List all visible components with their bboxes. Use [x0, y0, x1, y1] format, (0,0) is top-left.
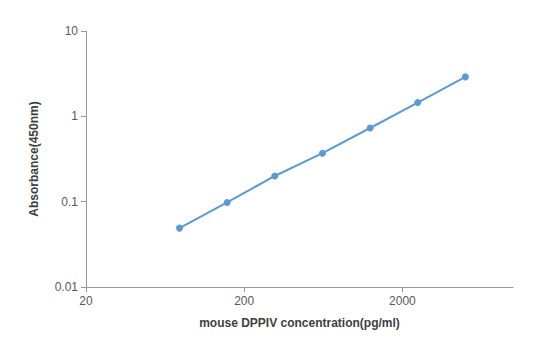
svg-text:Absorbance(450nm): Absorbance(450nm) — [27, 101, 41, 216]
svg-text:mouse DPPIV concentration(pg/m: mouse DPPIV concentration(pg/ml) — [199, 316, 400, 330]
svg-text:0.01: 0.01 — [55, 280, 79, 294]
svg-text:200: 200 — [234, 294, 254, 308]
svg-text:1: 1 — [71, 109, 78, 123]
svg-text:2000: 2000 — [389, 294, 416, 308]
svg-text:10: 10 — [65, 24, 79, 38]
svg-text:20: 20 — [79, 294, 93, 308]
svg-text:0.1: 0.1 — [61, 195, 78, 209]
